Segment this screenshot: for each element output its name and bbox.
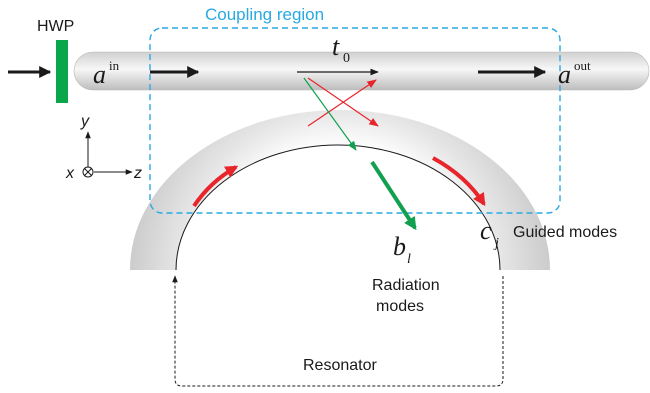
guided-modes-label: Guided modes — [513, 224, 617, 241]
c-j-subscript: j — [493, 236, 499, 251]
t0-subscript: 0 — [343, 51, 350, 66]
a-out-superscript: out — [574, 58, 591, 73]
guided-arrow-right — [432, 156, 486, 207]
hwp-plate — [56, 40, 68, 103]
b-l-subscript: l — [407, 252, 411, 267]
a-out-label: a — [558, 60, 571, 89]
axis-y-label: y — [80, 113, 90, 130]
green-thin-arrow — [303, 77, 357, 151]
radiation-modes-line1: Radiation — [372, 277, 440, 294]
radiation-arrow — [370, 160, 417, 231]
resonator-ring — [130, 110, 550, 270]
radiation-modes-line2: modes — [376, 298, 424, 315]
resonator-label: Resonator — [303, 357, 377, 374]
coupling-region-box — [149, 27, 561, 214]
b-l-label: b — [393, 232, 406, 261]
a-in-superscript: in — [109, 58, 120, 73]
axes-indicator: y x z — [65, 113, 142, 182]
guided-arrow-left — [192, 165, 239, 208]
c-j-label: c — [480, 216, 492, 245]
red-cross-arrow-up — [307, 79, 377, 127]
t0-label: t — [332, 32, 340, 61]
resonator-loop — [172, 275, 504, 387]
axis-x-label: x — [65, 165, 75, 182]
a-in-label: a — [93, 60, 106, 89]
hwp-label: HWP — [37, 18, 74, 35]
coupling-region-label: Coupling region — [205, 5, 324, 24]
axis-z-label: z — [133, 165, 142, 182]
